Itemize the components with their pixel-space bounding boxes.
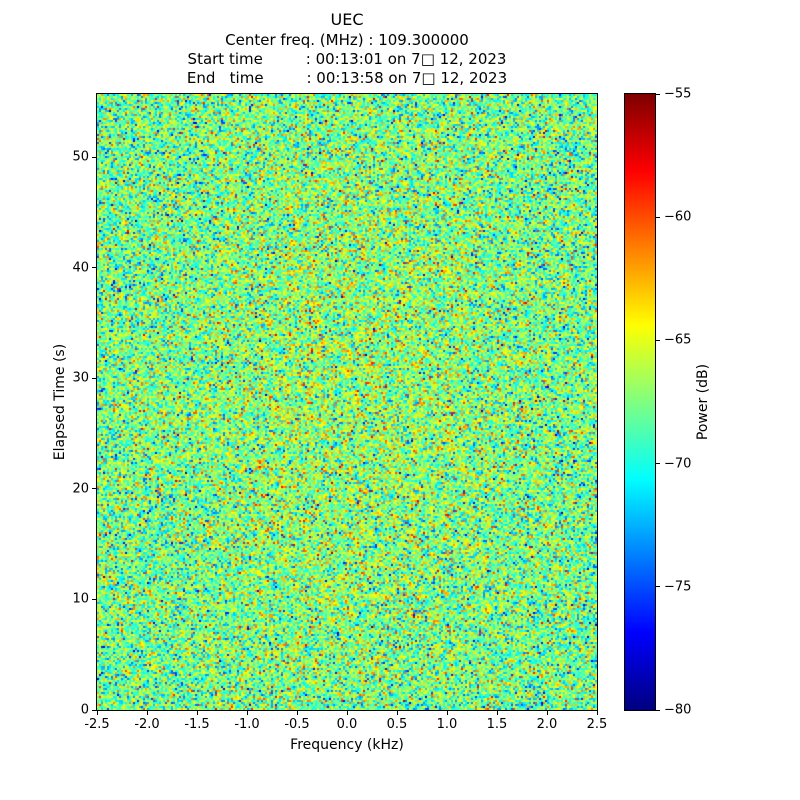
spectrogram-canvas — [97, 94, 597, 710]
x-tick-mark — [296, 711, 298, 715]
x-tick-mark — [146, 711, 148, 715]
colorbar-gradient — [625, 94, 655, 710]
colorbar-tick-label: −55 — [664, 86, 692, 102]
y-tick-mark — [92, 377, 96, 379]
header-block: UEC Center freq. (MHz) : 109.300000 Star… — [97, 8, 597, 88]
colorbar-tick-mark — [656, 339, 660, 341]
colorbar-tick-label: −65 — [664, 332, 692, 348]
y-tick-label: 0 — [80, 702, 89, 718]
center-freq-line: Center freq. (MHz) : 109.300000 — [225, 31, 469, 49]
y-tick-label: 30 — [72, 370, 89, 386]
colorbar-tick-mark — [656, 463, 660, 465]
y-tick-label: 50 — [72, 149, 89, 165]
y-tick-mark — [92, 598, 96, 600]
x-tick-mark — [496, 711, 498, 715]
y-tick-mark — [92, 267, 96, 269]
colorbar-tick-label: −80 — [664, 702, 692, 718]
colorbar-tick-label: −70 — [664, 456, 692, 472]
y-tick-mark — [92, 156, 96, 158]
colorbar-tick-label: −60 — [664, 209, 692, 225]
colorbar-tick-label: −75 — [664, 579, 692, 595]
colorbar-tick-mark — [656, 586, 660, 588]
y-tick-label: 40 — [72, 260, 89, 276]
colorbar-tick-mark — [656, 216, 660, 218]
x-tick-label: 2.5 — [586, 717, 608, 732]
x-tick-mark — [596, 711, 598, 715]
x-tick-mark — [546, 711, 548, 715]
y-axis-label: Elapsed Time (s) — [52, 343, 68, 461]
colorbar-tick-mark — [656, 93, 660, 95]
x-axis-label: Frequency (kHz) — [290, 737, 404, 753]
chart-title: UEC — [330, 10, 364, 29]
x-tick-label: -0.5 — [284, 717, 310, 732]
x-tick-mark — [196, 711, 198, 715]
end-time-line: End time : 00:13:58 on 7□ 12, 2023 — [186, 69, 508, 87]
x-tick-mark — [246, 711, 248, 715]
start-time-line: Start time : 00:13:01 on 7□ 12, 2023 — [187, 50, 507, 68]
x-tick-label: -2.0 — [134, 717, 160, 732]
x-tick-label: 0.5 — [386, 717, 408, 732]
x-tick-label: -2.5 — [84, 717, 110, 732]
x-tick-mark — [96, 711, 98, 715]
x-tick-label: 1.0 — [436, 717, 458, 732]
x-tick-label: 2.0 — [536, 717, 558, 732]
x-tick-label: -1.0 — [234, 717, 260, 732]
y-tick-label: 20 — [72, 481, 89, 497]
x-tick-label: -1.5 — [184, 717, 210, 732]
colorbar-label: Power (dB) — [695, 363, 711, 441]
x-tick-label: 1.5 — [486, 717, 508, 732]
colorbar-tick-mark — [656, 709, 660, 711]
y-tick-mark — [92, 488, 96, 490]
plot-area — [96, 93, 598, 711]
x-tick-mark — [446, 711, 448, 715]
y-tick-mark — [92, 709, 96, 711]
colorbar — [624, 93, 656, 711]
y-tick-label: 10 — [72, 591, 89, 607]
x-tick-mark — [396, 711, 398, 715]
x-tick-mark — [346, 711, 348, 715]
x-tick-label: 0.0 — [336, 717, 358, 732]
